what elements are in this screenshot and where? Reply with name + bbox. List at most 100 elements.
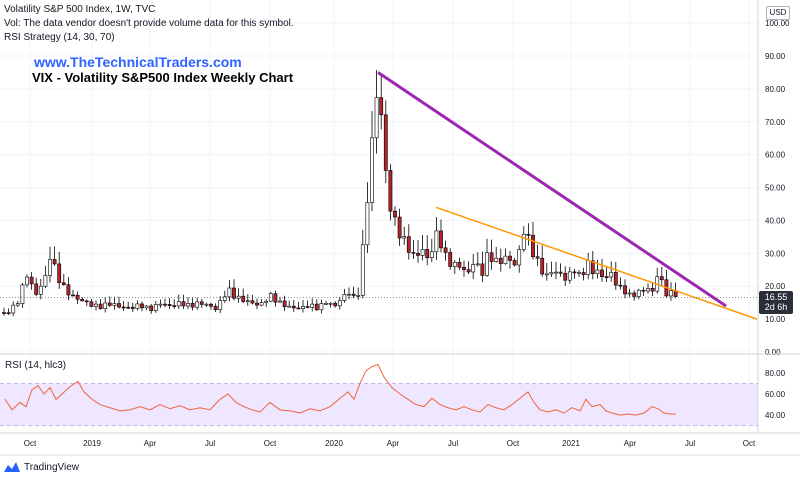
candle-down (333, 302, 338, 307)
candle-up (636, 289, 641, 297)
candle-up (360, 244, 365, 296)
candle-down (498, 257, 503, 264)
candle-up (20, 284, 25, 304)
trendlines (377, 71, 758, 320)
time-tick-label: Apr (144, 439, 157, 448)
candle-up (544, 273, 549, 276)
candle-up (301, 306, 305, 309)
price-tick-label: 0.00 (765, 348, 781, 357)
candle-down (107, 302, 112, 306)
candle-up (236, 295, 241, 299)
candle-up (186, 303, 190, 307)
candle-down (213, 305, 218, 311)
candle-down (98, 303, 103, 309)
candle-down (600, 269, 604, 277)
candle-down (34, 283, 39, 295)
price-tick-label: 20.00 (765, 282, 786, 291)
candle-up (577, 272, 581, 274)
candle-down (623, 285, 627, 295)
rsi-line (4, 363, 676, 416)
time-tick-label: Jul (205, 439, 215, 448)
candle-up (485, 252, 489, 276)
tradingview-icon (4, 462, 20, 472)
candle-up (521, 233, 526, 250)
candle-up (609, 272, 614, 278)
candle-up (356, 294, 361, 297)
grid-lines (0, 0, 758, 432)
candle-down (140, 303, 144, 309)
candle-down (305, 306, 310, 308)
candle-down (2, 312, 6, 314)
time-tick-label: Oct (264, 439, 277, 448)
candle-down (199, 301, 204, 305)
candle-up (517, 249, 522, 266)
axes: 0.00 10.00 20.00 30.00 40.00 50.00 60.00 70.00 8… (0, 0, 800, 456)
price-tick-label: 80.00 (765, 85, 786, 94)
candle-down (209, 303, 213, 307)
candle-down (425, 249, 430, 259)
candle-up (144, 305, 149, 309)
candle-up (554, 271, 558, 274)
time-tick-label: Oct (507, 439, 520, 448)
candle-down (379, 97, 384, 116)
tradingview-logo[interactable]: TradingView (4, 460, 79, 474)
time-tick-label: Apr (387, 439, 400, 448)
candle-down (61, 282, 66, 285)
candle-down (581, 272, 586, 275)
candle-down (457, 261, 462, 268)
candle-down (397, 216, 402, 239)
price-tick-label: 60.00 (765, 151, 786, 160)
candle-down (66, 284, 71, 296)
candle-down (448, 252, 453, 267)
candle-down (535, 256, 540, 259)
candle-up (420, 249, 425, 256)
candle-down (540, 257, 545, 275)
candle-down (563, 272, 568, 281)
candle-up (218, 300, 223, 311)
rsi-band (0, 383, 758, 426)
candle-up (11, 304, 16, 314)
candle-up (278, 300, 282, 303)
candle-down (406, 236, 411, 253)
candle-up (158, 303, 163, 306)
candle-down (241, 295, 246, 302)
chart-headline: VIX - Volatility S&P500 Index Weekly Cha… (32, 70, 294, 85)
candle-up (452, 261, 457, 267)
candle-up (153, 304, 158, 311)
time-tick-label: Jul (685, 439, 695, 448)
time-tick-label: 2019 (83, 439, 101, 448)
candle-up (319, 303, 324, 311)
candle-up (328, 302, 333, 305)
volume-note: Vol: The data vendor doesn't provide vol… (4, 18, 294, 29)
currency-button[interactable]: USD (766, 6, 790, 20)
candle-up (15, 303, 20, 306)
candle-up (337, 300, 342, 307)
candle-up (627, 292, 632, 295)
candle-down (411, 252, 416, 254)
candle-down (255, 302, 259, 306)
candle-down (167, 304, 172, 306)
candle-up (669, 290, 673, 297)
candle-down (641, 289, 646, 292)
time-tick-label: Oct (24, 439, 37, 448)
candles (2, 70, 678, 317)
candle-down (351, 293, 356, 296)
candle-up (264, 300, 269, 303)
candle-down (163, 303, 167, 306)
candle-down (443, 247, 448, 253)
strategy-label: RSI Strategy (14, 30, 70) (4, 32, 115, 43)
last-price-value: 16.55 (764, 292, 788, 302)
candle-up (503, 255, 508, 264)
candle-up (204, 303, 209, 306)
candle-down (613, 272, 618, 286)
candle-down (121, 306, 126, 309)
site-watermark: www.TheTechnicalTraders.com (34, 54, 242, 70)
candle-down (512, 260, 517, 266)
candle-down (232, 287, 236, 299)
candle-down (650, 287, 655, 292)
candle-up (494, 257, 499, 262)
candle-down (489, 252, 494, 262)
candle-up (112, 303, 117, 306)
candle-down (57, 263, 62, 284)
